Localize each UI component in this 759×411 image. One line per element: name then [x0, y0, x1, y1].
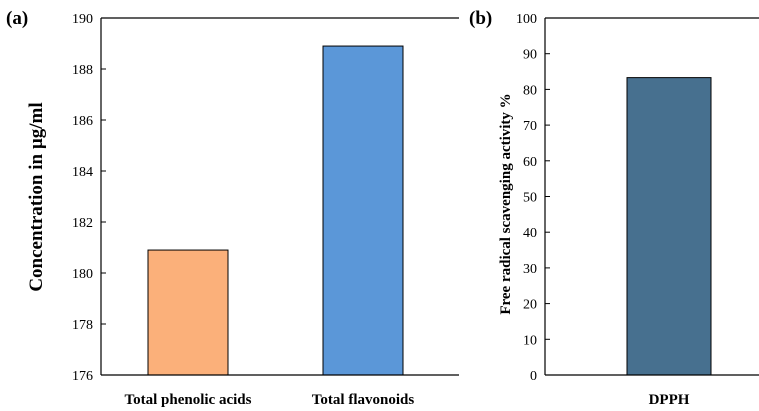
panel-b-y-axis: 0 10 20 30 40 50 60 70 80 90 100 [516, 12, 550, 384]
y-tick-label: 186 [72, 114, 93, 129]
y-tick-label: 50 [523, 191, 537, 206]
bar [626, 77, 712, 376]
panel-b-y-axis-title: Free radical scavenging activity % [498, 93, 514, 314]
y-tick-label: 184 [72, 165, 93, 180]
y-tick-label: 90 [523, 48, 537, 63]
x-category-label: DPPH [649, 392, 690, 408]
y-tick-label: 190 [72, 12, 93, 27]
y-tick-label: 10 [523, 333, 537, 348]
panel-a-label: (a) [6, 8, 28, 29]
chart-panel-b: (b) Free radical scavenging activity % 0… [469, 8, 759, 408]
panel-b-label: (b) [469, 8, 492, 29]
y-tick-label: 176 [72, 369, 93, 384]
y-tick-label: 100 [516, 12, 537, 27]
panel-b-bars [626, 77, 712, 376]
bar [147, 249, 229, 376]
y-tick-label: 178 [72, 318, 93, 333]
panel-a-y-axis-title: Concentration in µg/ml [26, 102, 47, 291]
panel-a-bars [147, 45, 404, 376]
bar [322, 45, 404, 376]
y-tick-label: 40 [523, 226, 537, 241]
y-tick-label: 188 [72, 63, 93, 78]
panel-a-y-axis: 176 178 180 182 184 186 188 190 [72, 12, 106, 384]
panel-a-x-axis: Total phenolic acids Total flavonoids [125, 392, 415, 408]
panel-b-x-axis: DPPH [649, 392, 690, 408]
y-tick-label: 70 [523, 119, 537, 134]
x-category-label: Total phenolic acids [125, 392, 252, 408]
y-tick-label: 80 [523, 83, 537, 98]
x-category-label: Total flavonoids [312, 392, 415, 408]
y-tick-label: 30 [523, 262, 537, 277]
y-tick-label: 0 [530, 369, 537, 384]
y-tick-label: 180 [72, 267, 93, 282]
chart-panel-a: (a) Concentration in µg/ml 1761781801821… [6, 8, 459, 408]
y-tick-label: 182 [72, 216, 93, 231]
y-tick-label: 60 [523, 155, 537, 170]
y-tick-label: 20 [523, 298, 537, 313]
